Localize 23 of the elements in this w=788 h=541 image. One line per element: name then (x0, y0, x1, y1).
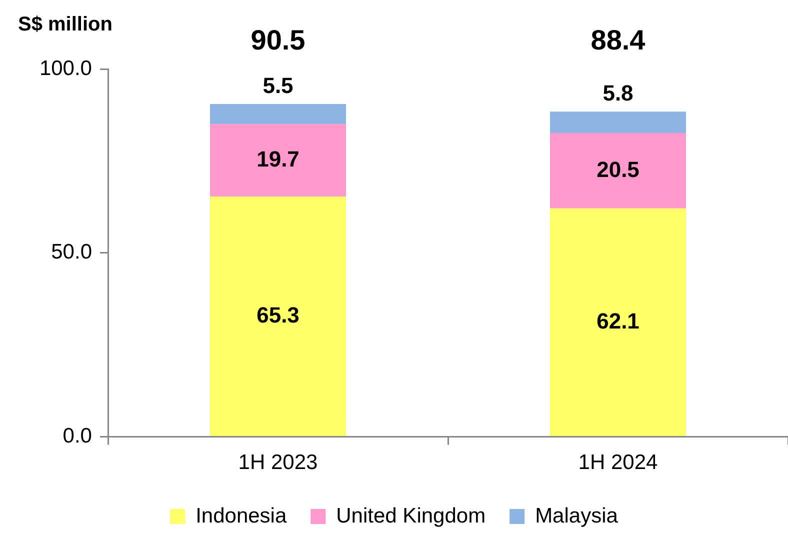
bar (210, 104, 346, 124)
legend-label: Malaysia (535, 504, 618, 528)
data-label: 62.1 (596, 308, 640, 334)
y-axis-title: S$ million (18, 14, 112, 36)
data-label: 65.3 (256, 302, 300, 328)
legend-label: Indonesia (196, 504, 287, 528)
x-tick-label: 1H 2023 (238, 451, 318, 474)
x-tick-label: 1H 2024 (578, 451, 658, 474)
data-label: 19.7 (256, 146, 300, 172)
bar (550, 208, 686, 436)
bar (210, 196, 346, 436)
y-tick-label: 0.0 (62, 424, 92, 448)
data-label: 5.8 (602, 80, 634, 106)
bar (550, 132, 686, 208)
data-label: 5.5 (262, 73, 294, 98)
total-label: 88.4 (590, 24, 646, 56)
total-label: 90.5 (250, 24, 306, 56)
data-label: 20.5 (596, 156, 640, 182)
bar (550, 112, 686, 133)
legend-label: United Kingdom (336, 504, 486, 528)
y-tick-label: 100.0 (39, 56, 92, 80)
y-tick-label: 50.0 (51, 240, 92, 264)
bar (210, 124, 346, 197)
